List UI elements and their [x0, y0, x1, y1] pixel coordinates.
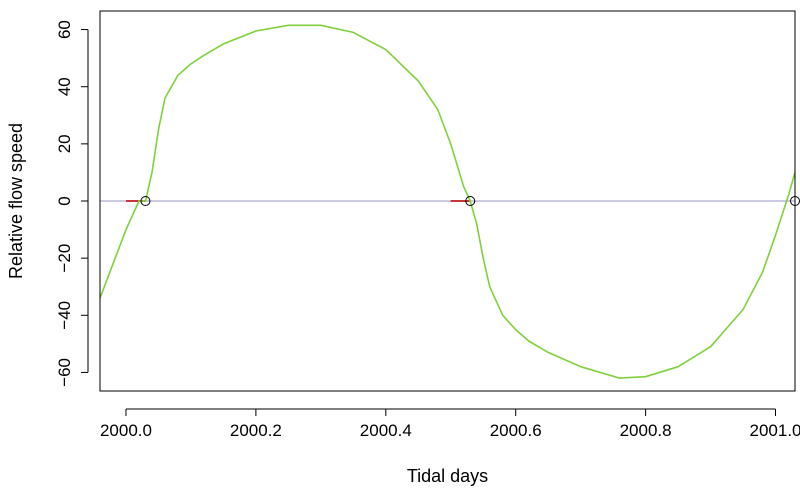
x-tick-label: 2000.2 — [230, 421, 282, 440]
y-axis-title: Relative flow speed — [6, 123, 26, 279]
y-tick-label: 60 — [55, 20, 74, 39]
series-line-flow — [100, 24, 795, 379]
data-point — [140, 196, 151, 206]
y-tick-label: 40 — [55, 77, 74, 96]
x-axis: 2000.0 2000.2 2000.4 2000.6 2000.8 2001.0 — [100, 408, 800, 440]
x-tick-label: 2000.4 — [360, 421, 412, 440]
y-tick-label: −40 — [55, 301, 74, 330]
x-tick-label: 2000.6 — [490, 421, 542, 440]
plot-frame — [99, 10, 796, 392]
y-tick-label: 0 — [55, 196, 74, 205]
x-tick-label: 2000.8 — [620, 421, 672, 440]
y-tick-label: −20 — [55, 244, 74, 273]
y-tick-label: −60 — [55, 358, 74, 387]
data-point — [465, 196, 476, 206]
x-tick-label: 2001.0 — [750, 421, 800, 440]
plot-area — [100, 24, 795, 379]
x-tick-label: 2000.0 — [100, 421, 152, 440]
y-tick-label: 20 — [55, 134, 74, 153]
y-axis: −60 −40 −20 0 20 40 60 — [55, 20, 89, 387]
x-axis-title: Tidal days — [407, 466, 488, 486]
